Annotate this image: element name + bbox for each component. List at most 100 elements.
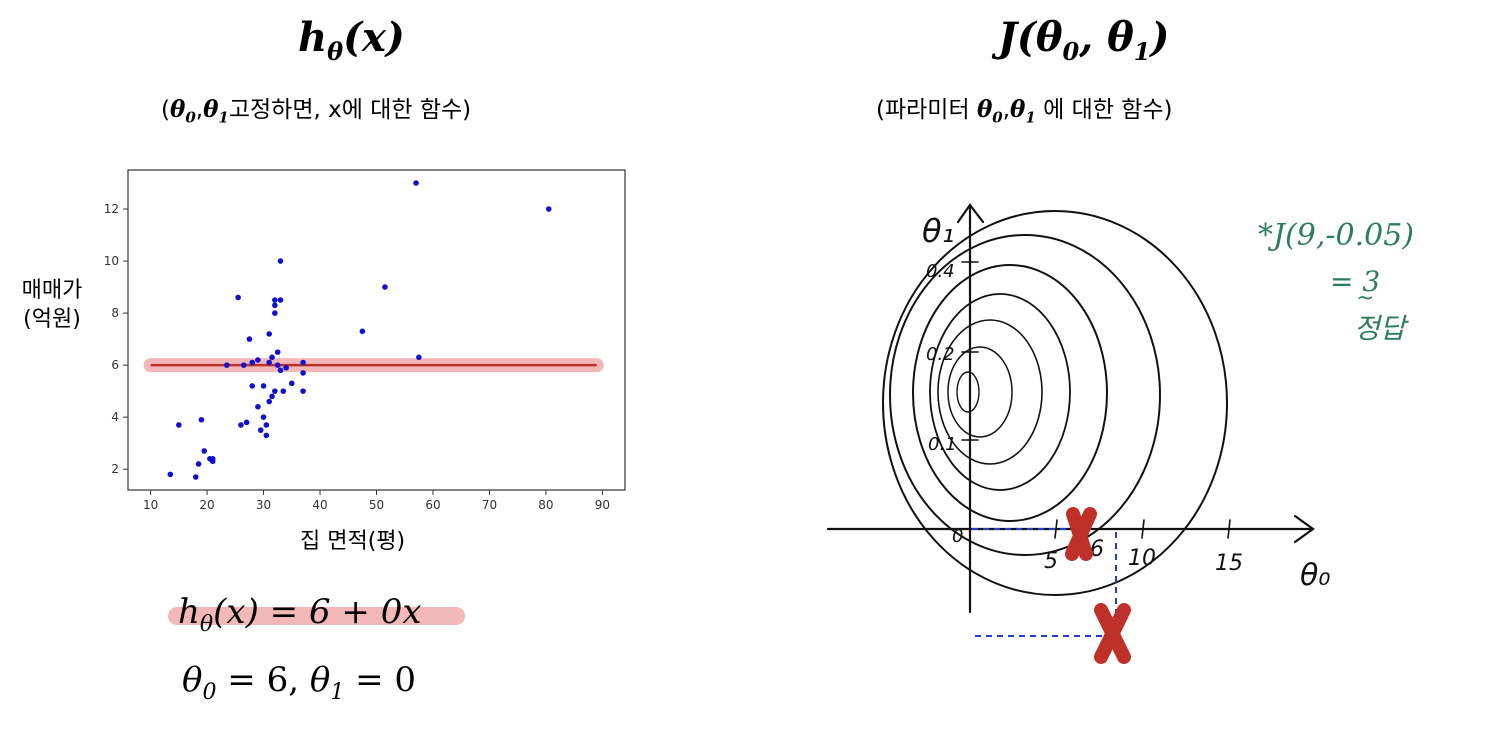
theta-values-equation: θ0 = 6, θ1 = 0 [182, 660, 417, 705]
contour-ellipse-1 [882, 210, 1228, 596]
scatter-point [249, 359, 256, 366]
scatter-point [280, 388, 287, 394]
scatter-point [176, 422, 182, 428]
left-title-h: h [298, 14, 328, 61]
scatter-point [263, 422, 270, 428]
x-tick-label: 40 [312, 498, 327, 512]
contour-ellipse-4 [929, 293, 1071, 491]
min-cost-x-marker [1065, 507, 1097, 561]
scatter-chart: 10 20 30 40 50 60 70 80 90 2 4 6 8 10 12 [104, 169, 626, 512]
scatter-point [413, 180, 419, 186]
cost-value-x-marker [1094, 603, 1131, 664]
y-tick-label: 6 [111, 358, 119, 372]
contour-ellipse-7 [956, 371, 980, 413]
theta1-axis-arrow [956, 203, 985, 224]
scatter-point [274, 349, 281, 355]
scatter-point [269, 354, 275, 361]
x-tick-label: 30 [256, 498, 271, 512]
x-tick-label-0: 0 [952, 526, 963, 547]
theta0-axis-label: θ₀ [1300, 558, 1330, 593]
cost-contour-sketch: θ₁ θ₀ 0.4 0.2 0.1 0 5 6 10 15 [826, 203, 1330, 664]
right-title: J(θ0, θ1) [998, 14, 1170, 66]
scatter-point [359, 328, 366, 335]
y-tick-label: 4 [111, 410, 119, 424]
scatter-point [167, 471, 174, 478]
scatter-point [300, 359, 306, 366]
scatter-point [382, 284, 388, 290]
scatter-point [235, 294, 241, 301]
scatter-x-label: 집 면적(평) [300, 529, 406, 554]
scatter-point [266, 398, 272, 405]
scatter-point [263, 432, 270, 439]
contour-ellipse-2 [889, 234, 1161, 556]
y-tick-label-01: 0.1 [928, 434, 957, 455]
contour-ellipse-3 [912, 264, 1108, 522]
x-tick-mark-5 [1054, 519, 1058, 539]
scatter-point [255, 403, 261, 410]
scatter-point [266, 359, 272, 366]
scatter-point [243, 419, 250, 426]
y-tick-label: 10 [104, 254, 119, 268]
scatter-point [269, 393, 275, 400]
x-tick-label-6: 6 [1090, 537, 1104, 562]
x-tick-label: 90 [595, 498, 610, 512]
scatter-point [255, 357, 261, 363]
scatter-point [209, 455, 216, 462]
scatter-point [260, 383, 267, 389]
x-tick-label: 50 [369, 498, 384, 512]
theta0-axis-arrow [1293, 514, 1315, 544]
scatter-y-label: 매매가 (억원) [21, 278, 83, 332]
y-tick-label: 12 [104, 202, 119, 216]
scatter-point [283, 364, 289, 371]
annotation-line-1: *J(9,-0.05) [1258, 218, 1414, 253]
scatter-point [266, 331, 272, 337]
x-tick-label-10: 10 [1128, 546, 1156, 571]
y-tick-label-02: 0.2 [926, 344, 955, 365]
scatter-point [249, 383, 256, 389]
scatter-point [201, 448, 208, 454]
scatter-point [277, 367, 284, 374]
scatter-point [277, 297, 284, 303]
scatter-point [288, 380, 295, 387]
left-subtitle: (θ0,θ1고정하면, x에 대한 함수) [161, 96, 472, 127]
y-tick-label-04: 0.4 [926, 261, 955, 282]
scatter-point [300, 388, 306, 394]
scatter-point [272, 297, 278, 303]
scatter-point [238, 422, 244, 428]
left-title: hθ(x) [298, 14, 405, 66]
hypothesis-equation: hθ(x) = 6 + 0x [178, 592, 422, 637]
x-tick-label: 20 [199, 498, 214, 512]
left-title-arg: (x) [343, 14, 405, 61]
x-tick-label-5: 5 [1044, 549, 1058, 574]
scatter-point [272, 388, 278, 394]
scatter-point [260, 414, 267, 420]
y-tick-label: 8 [111, 306, 119, 320]
scatter-point [545, 206, 552, 212]
x-tick-mark-10 [1141, 519, 1145, 539]
scatter-point [416, 354, 422, 361]
scatter-point [277, 258, 284, 264]
x-tick-label: 60 [425, 498, 440, 512]
handwritten-annotation: *J(9,-0.05) = 3 ~ 정답 [1258, 218, 1414, 347]
left-title-sub: θ [327, 37, 344, 66]
scatter-point [192, 474, 199, 480]
scatter-point [257, 427, 264, 433]
annotation-line-3: 정답 [1354, 312, 1406, 345]
contour-ellipse-6 [947, 346, 1013, 438]
equation-highlight [168, 607, 465, 625]
annotation-line-2: = 3 [1330, 265, 1381, 298]
x-tick-label: 80 [538, 498, 553, 512]
theta1-axis-label: θ₁ [922, 212, 954, 250]
scatter-point [272, 302, 278, 309]
x-tick-label: 10 [143, 498, 158, 512]
scatter-point [272, 310, 278, 316]
scatter-point [224, 362, 230, 368]
x-tick-label: 70 [482, 498, 497, 512]
x-tick-label-15: 15 [1215, 551, 1243, 576]
scatter-point [195, 461, 202, 467]
scatter-point [274, 362, 281, 368]
y-tick-label: 2 [111, 462, 119, 476]
scatter-point [240, 362, 247, 368]
annotation-squiggle: ~ [1356, 286, 1375, 311]
contour-ellipse-5 [937, 319, 1043, 465]
